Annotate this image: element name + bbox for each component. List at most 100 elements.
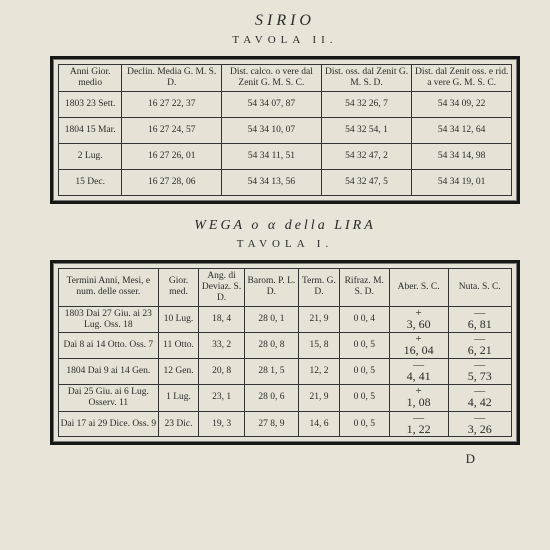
cell: Dai 25 Giu. ai 6 Lug. Osserv. 11 <box>59 384 159 411</box>
table-row: 1803 Dai 27 Giu. ai 23 Lug. Oss. 18 10 L… <box>59 306 512 333</box>
section2-subtitle: TAVOLA I. <box>50 238 520 250</box>
cell: 15 Dec. <box>59 169 122 195</box>
section1-subtitle: TAVOLA II. <box>50 34 520 46</box>
cell: 0 0, 4 <box>339 306 389 333</box>
cell: 54 32 47, 5 <box>321 169 412 195</box>
cell: 54 34 14, 98 <box>412 143 512 169</box>
val: 1, 22 <box>391 424 447 435</box>
table-row: Dai 17 ai 29 Dice. Oss. 9 23 Dic. 19, 3 … <box>59 411 512 437</box>
aber-cell: —4, 41 <box>389 359 448 385</box>
t2-h6: Aber. S. C. <box>389 268 448 306</box>
table-row: 1804 Dai 9 ai 14 Gen. 12 Gen. 20, 8 28 1… <box>59 359 512 385</box>
table2: Termini Anni, Mesi, e num. delle osser. … <box>58 268 512 438</box>
val: 1, 08 <box>391 397 447 408</box>
t1-h2: Dist. calco. o vere dal Zenit G. M. S. C… <box>222 65 322 92</box>
val: 5, 73 <box>450 371 510 382</box>
cell: 10 Lug. <box>158 306 199 333</box>
nuta-cell: —5, 73 <box>448 359 511 385</box>
cell: 2 Lug. <box>59 143 122 169</box>
table-row: Dai 25 Giu. ai 6 Lug. Osserv. 11 1 Lug. … <box>59 384 512 411</box>
cell: Dai 8 ai 14 Otto. Oss. 7 <box>59 333 159 359</box>
cell: 15, 8 <box>299 333 340 359</box>
cell: 20, 8 <box>199 359 244 385</box>
table1: Anni Gior. medio Declin. Media G. M. S. … <box>58 64 512 196</box>
nuta-cell: —4, 42 <box>448 384 511 411</box>
table-row: 2 Lug. 16 27 26, 01 54 34 11, 51 54 32 4… <box>59 143 512 169</box>
cell: 0 0, 5 <box>339 411 389 437</box>
section2-title: WEGA o α della LIRA <box>50 218 520 234</box>
cell: 1804 15 Mar. <box>59 117 122 143</box>
cell: 54 34 07, 87 <box>222 91 322 117</box>
aber-cell: +16, 04 <box>389 333 448 359</box>
table2-frame: Termini Anni, Mesi, e num. delle osser. … <box>50 260 520 446</box>
cell: 19, 3 <box>199 411 244 437</box>
cell: 18, 4 <box>199 306 244 333</box>
cell: 1803 23 Sett. <box>59 91 122 117</box>
cell: 54 34 12, 64 <box>412 117 512 143</box>
t2-h4: Term. G. D. <box>299 268 340 306</box>
cell: 21, 9 <box>299 306 340 333</box>
aber-cell: +1, 08 <box>389 384 448 411</box>
t1-h0: Anni Gior. medio <box>59 65 122 92</box>
cell: 16 27 28, 06 <box>122 169 222 195</box>
aber-cell: +3, 60 <box>389 306 448 333</box>
t2-h2: Ang. di Deviaz. S. D. <box>199 268 244 306</box>
table-row: Dai 8 ai 14 Otto. Oss. 7 11 Otto. 33, 2 … <box>59 333 512 359</box>
cell: 54 32 54, 1 <box>321 117 412 143</box>
val: 6, 21 <box>450 345 510 356</box>
cell: 1 Lug. <box>158 384 199 411</box>
cell: 54 34 09, 22 <box>412 91 512 117</box>
cell: 54 34 19, 01 <box>412 169 512 195</box>
val: 3, 60 <box>391 319 447 330</box>
table-row: 1804 15 Mar. 16 27 24, 57 54 34 10, 07 5… <box>59 117 512 143</box>
cell: 12 Gen. <box>158 359 199 385</box>
cell: 0 0, 5 <box>339 384 389 411</box>
table2-header-row: Termini Anni, Mesi, e num. delle osser. … <box>59 268 512 306</box>
cell: 11 Otto. <box>158 333 199 359</box>
t2-h0: Termini Anni, Mesi, e num. delle osser. <box>59 268 159 306</box>
cell: 12, 2 <box>299 359 340 385</box>
table-row: 1803 23 Sett. 16 27 22, 37 54 34 07, 87 … <box>59 91 512 117</box>
cell: 16 27 24, 57 <box>122 117 222 143</box>
t1-h3: Dist. oss. dal Zenit G. M. S. D. <box>321 65 412 92</box>
cell: Dai 17 ai 29 Dice. Oss. 9 <box>59 411 159 437</box>
cell: 28 1, 5 <box>244 359 298 385</box>
val: 6, 81 <box>450 319 510 330</box>
t2-h7: Nuta. S. C. <box>448 268 511 306</box>
cell: 14, 6 <box>299 411 340 437</box>
section1-title: SIRIO <box>50 12 520 30</box>
table1-frame: Anni Gior. medio Declin. Media G. M. S. … <box>50 56 520 204</box>
nuta-cell: —6, 21 <box>448 333 511 359</box>
t2-h1: Gior. med. <box>158 268 199 306</box>
cell: 21, 9 <box>299 384 340 411</box>
cell: 16 27 22, 37 <box>122 91 222 117</box>
cell: 33, 2 <box>199 333 244 359</box>
cell: 54 34 11, 51 <box>222 143 322 169</box>
table1-header-row: Anni Gior. medio Declin. Media G. M. S. … <box>59 65 512 92</box>
cell: 54 34 13, 56 <box>222 169 322 195</box>
nuta-cell: —3, 26 <box>448 411 511 437</box>
cell: 28 0, 8 <box>244 333 298 359</box>
t2-h5: Rifraz. M. S. D. <box>339 268 389 306</box>
t1-h4: Dist. dal Zenit oss. e rid. a vere G. M.… <box>412 65 512 92</box>
cell: 23, 1 <box>199 384 244 411</box>
cell: 54 32 47, 2 <box>321 143 412 169</box>
cell: 0 0, 5 <box>339 333 389 359</box>
val: 3, 26 <box>450 424 510 435</box>
cell: 28 0, 1 <box>244 306 298 333</box>
nuta-cell: —6, 81 <box>448 306 511 333</box>
val: 16, 04 <box>391 345 447 356</box>
table-row: 15 Dec. 16 27 28, 06 54 34 13, 56 54 32 … <box>59 169 512 195</box>
val: 4, 42 <box>450 397 510 408</box>
document-page: SIRIO TAVOLA II. Anni Gior. medio Declin… <box>0 0 550 477</box>
t1-h1: Declin. Media G. M. S. D. <box>122 65 222 92</box>
val: 4, 41 <box>391 371 447 382</box>
t2-h3: Barom. P. L. D. <box>244 268 298 306</box>
aber-cell: —1, 22 <box>389 411 448 437</box>
cell: 28 0, 6 <box>244 384 298 411</box>
cell: 23 Dic. <box>158 411 199 437</box>
cell: 1803 Dai 27 Giu. ai 23 Lug. Oss. 18 <box>59 306 159 333</box>
cell: 54 34 10, 07 <box>222 117 322 143</box>
cell: 1804 Dai 9 ai 14 Gen. <box>59 359 159 385</box>
cell: 27 8, 9 <box>244 411 298 437</box>
